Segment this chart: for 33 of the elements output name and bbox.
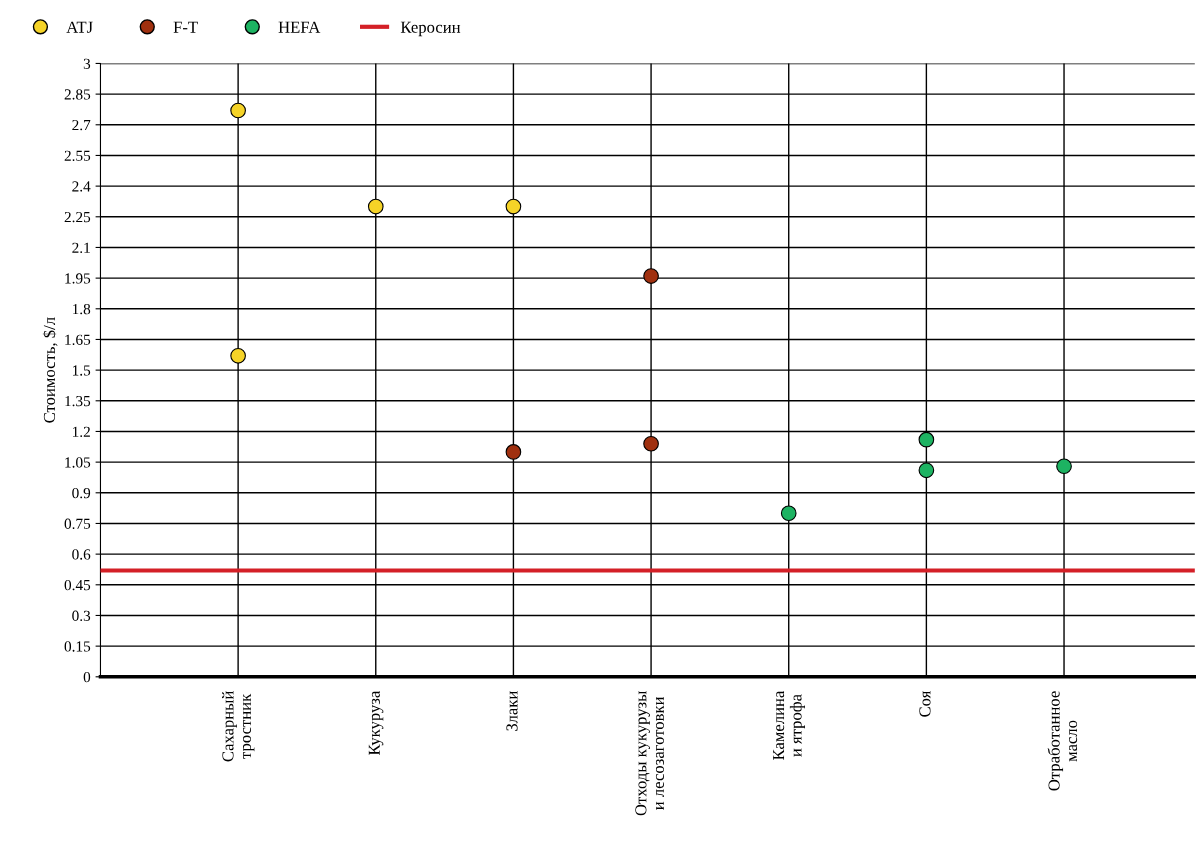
y-tick-label: 3 [83,58,91,69]
y-tick-label: 2.55 [64,150,91,161]
y-tick-label: 1.2 [72,426,90,437]
legend-label: Керосин [400,21,461,37]
y-tick-label: 0 [83,671,91,683]
x-tick-label: Соя [919,690,931,717]
legend-label: HEFA [278,21,321,33]
y-tick-label: 1.8 [72,303,91,315]
y-tick-label: 1.05 [65,457,91,468]
y-tick-label: 2.4 [72,181,91,192]
y-tick-label: 2.25 [64,211,91,223]
x-tick-label: Злаки [506,691,518,731]
y-tick-label: 0.6 [72,549,91,560]
y-tick-label: 1.65 [65,334,91,345]
x-tick-label: Камелина и ятрофа [773,690,805,760]
x-tick-label: Отработанное масло [1047,691,1078,791]
y-tick-label: 0.45 [64,579,91,591]
x-tick-label: Кукуруза [368,690,384,756]
y-axis-title: Стоимость, $/л [42,317,58,423]
y-tick-label: 0.9 [72,487,91,499]
legend-label: F-T [173,21,198,33]
x-tick-label: Отходы кукурузы и лесозаготовки [635,691,664,816]
y-tick-label: 0.75 [64,518,91,529]
y-tick-label: 1.5 [72,365,91,376]
y-tick-label: 1.35 [65,395,91,407]
y-tick-label: 2.85 [64,89,91,100]
y-tick-label: 0.3 [72,610,91,621]
x-tick-label: Сахарный тростник [222,691,255,762]
y-tick-label: 2.1 [72,242,90,253]
y-tick-label: 0.15 [64,641,91,652]
legend-label: ATJ [66,21,93,33]
y-tick-label: 1.95 [65,273,91,284]
y-tick-label: 2.7 [72,119,91,131]
